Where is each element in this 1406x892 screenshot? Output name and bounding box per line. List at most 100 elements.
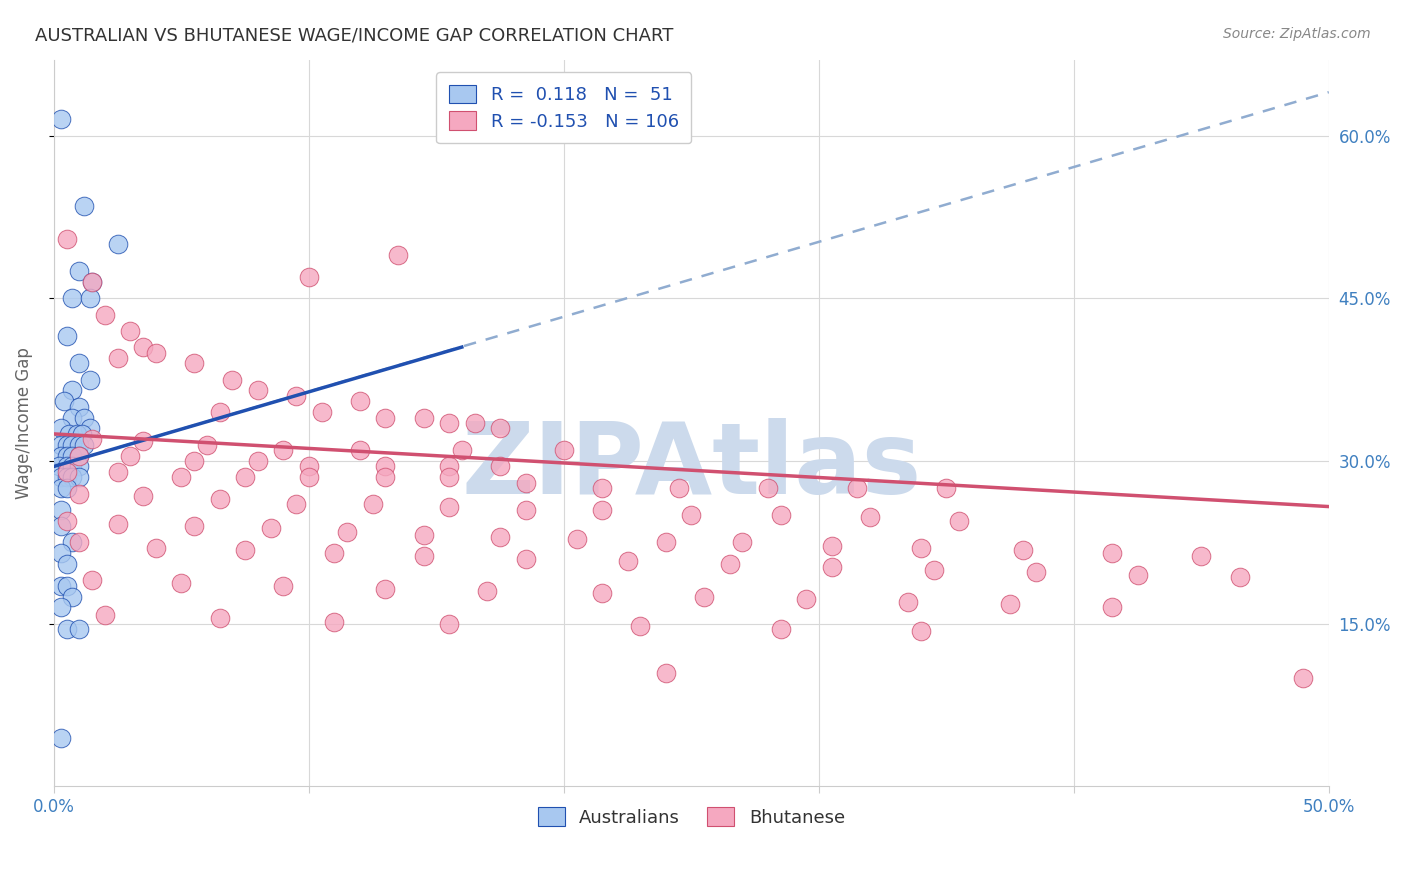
Point bbox=[820, 560, 842, 574]
Point bbox=[183, 356, 205, 370]
Y-axis label: Wage/Income Gap: Wage/Income Gap bbox=[15, 347, 32, 499]
Point bbox=[145, 541, 167, 555]
Point bbox=[489, 459, 512, 474]
Point bbox=[718, 557, 741, 571]
Point bbox=[323, 546, 346, 560]
Point bbox=[910, 624, 932, 639]
Point bbox=[769, 508, 792, 523]
Point bbox=[349, 394, 371, 409]
Point bbox=[681, 508, 703, 523]
Point bbox=[693, 590, 716, 604]
Point bbox=[437, 470, 460, 484]
Point bbox=[67, 449, 90, 463]
Point bbox=[655, 535, 678, 549]
Point bbox=[80, 574, 103, 588]
Point bbox=[73, 199, 96, 213]
Point bbox=[273, 443, 295, 458]
Point bbox=[120, 324, 142, 338]
Point bbox=[80, 433, 103, 447]
Point bbox=[70, 426, 93, 441]
Point bbox=[170, 470, 193, 484]
Point bbox=[107, 237, 129, 252]
Point bbox=[655, 665, 678, 680]
Point bbox=[412, 549, 434, 564]
Point bbox=[51, 112, 73, 127]
Point bbox=[477, 584, 499, 599]
Point bbox=[208, 405, 231, 419]
Point bbox=[233, 543, 256, 558]
Point bbox=[67, 459, 90, 474]
Point bbox=[51, 579, 73, 593]
Point bbox=[208, 611, 231, 625]
Point bbox=[51, 519, 73, 533]
Point bbox=[948, 514, 970, 528]
Point bbox=[94, 308, 117, 322]
Point bbox=[60, 470, 83, 484]
Point bbox=[794, 591, 817, 606]
Point bbox=[195, 438, 218, 452]
Point bbox=[67, 356, 90, 370]
Point bbox=[998, 597, 1021, 611]
Point bbox=[349, 443, 371, 458]
Point bbox=[756, 481, 779, 495]
Point bbox=[374, 582, 396, 596]
Point bbox=[489, 530, 512, 544]
Point bbox=[910, 541, 932, 555]
Point bbox=[553, 443, 575, 458]
Point bbox=[58, 426, 80, 441]
Point bbox=[67, 438, 90, 452]
Point bbox=[323, 615, 346, 629]
Point bbox=[107, 516, 129, 531]
Point bbox=[246, 384, 269, 398]
Point bbox=[79, 373, 101, 387]
Point bbox=[51, 481, 73, 495]
Text: Source: ZipAtlas.com: Source: ZipAtlas.com bbox=[1223, 27, 1371, 41]
Point bbox=[51, 503, 73, 517]
Point bbox=[846, 481, 869, 495]
Point bbox=[48, 459, 70, 474]
Point bbox=[437, 616, 460, 631]
Point bbox=[591, 481, 613, 495]
Point bbox=[94, 608, 117, 623]
Point bbox=[1126, 568, 1149, 582]
Point bbox=[132, 340, 155, 354]
Point bbox=[311, 405, 333, 419]
Point bbox=[67, 470, 90, 484]
Point bbox=[731, 535, 754, 549]
Point bbox=[233, 470, 256, 484]
Point bbox=[1189, 549, 1212, 564]
Point bbox=[51, 546, 73, 560]
Point bbox=[221, 373, 243, 387]
Point bbox=[67, 535, 90, 549]
Point bbox=[1292, 671, 1315, 685]
Point bbox=[80, 275, 103, 289]
Point bbox=[1229, 570, 1251, 584]
Point bbox=[66, 426, 89, 441]
Point bbox=[922, 562, 945, 576]
Point bbox=[820, 539, 842, 553]
Point bbox=[67, 486, 90, 500]
Point bbox=[565, 532, 588, 546]
Point bbox=[298, 269, 321, 284]
Point bbox=[515, 551, 537, 566]
Text: AUSTRALIAN VS BHUTANESE WAGE/INCOME GAP CORRELATION CHART: AUSTRALIAN VS BHUTANESE WAGE/INCOME GAP … bbox=[35, 27, 673, 45]
Point bbox=[935, 481, 957, 495]
Point bbox=[591, 586, 613, 600]
Point bbox=[60, 590, 83, 604]
Point bbox=[437, 500, 460, 514]
Point bbox=[259, 521, 281, 535]
Point bbox=[412, 410, 434, 425]
Point bbox=[170, 575, 193, 590]
Point bbox=[464, 416, 486, 430]
Point bbox=[55, 329, 77, 343]
Point bbox=[67, 264, 90, 278]
Point bbox=[374, 470, 396, 484]
Point bbox=[437, 416, 460, 430]
Point bbox=[298, 470, 321, 484]
Point bbox=[51, 600, 73, 615]
Point bbox=[387, 248, 409, 262]
Point bbox=[298, 459, 321, 474]
Point bbox=[67, 622, 90, 636]
Point bbox=[73, 410, 96, 425]
Text: ZIPAtlas: ZIPAtlas bbox=[461, 418, 921, 516]
